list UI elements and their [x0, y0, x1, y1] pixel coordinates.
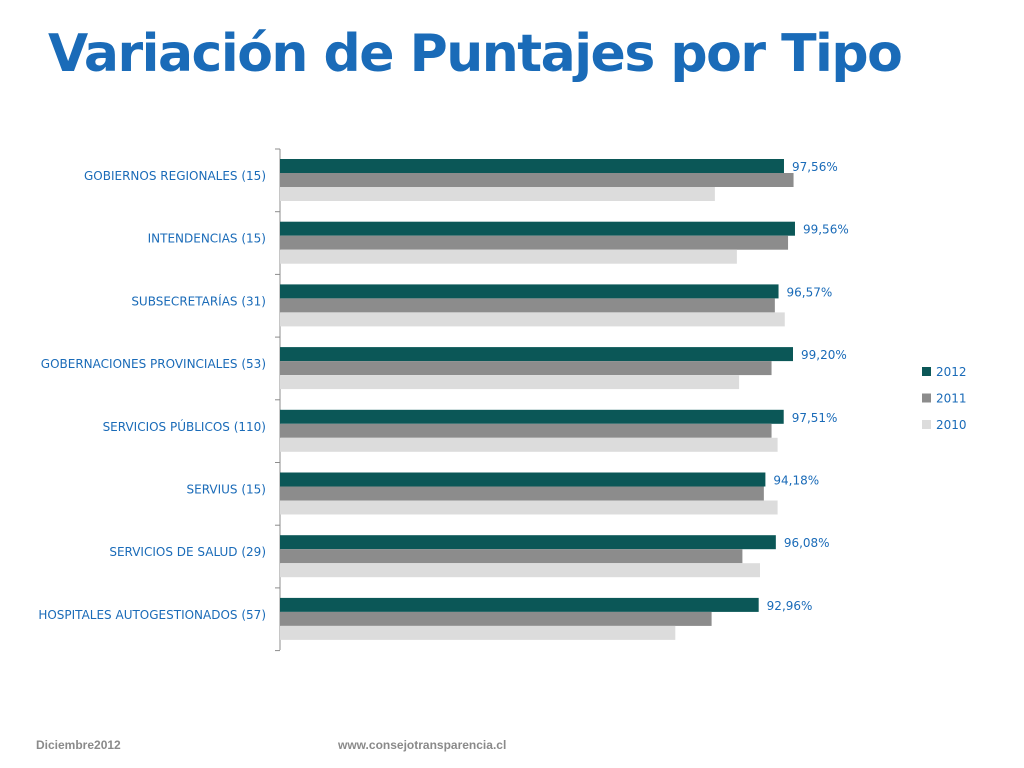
category-label: SERVICIOS DE SALUD (29)	[109, 545, 266, 559]
data-label: 99,20%	[801, 348, 847, 362]
bar-2012	[280, 409, 784, 424]
bar-2010	[280, 375, 740, 390]
category-label: INTENDENCIAS (15)	[148, 232, 266, 246]
legend-label: 2012	[936, 365, 967, 379]
bar-2012	[280, 284, 779, 299]
bar-2010	[280, 625, 676, 640]
category-label: HOSPITALES AUTOGESTIONADOS (57)	[38, 608, 266, 622]
footer-date: Diciembre2012	[36, 738, 121, 752]
data-label: 96,08%	[784, 536, 830, 550]
category-label: SERVICIOS PÚBLICOS (110)	[103, 419, 266, 434]
bar-2012	[280, 472, 766, 487]
bar-2011	[280, 173, 794, 187]
bar-2012	[280, 347, 793, 362]
data-label: 97,51%	[792, 411, 838, 425]
bar-2012	[280, 597, 759, 612]
bar-2010	[280, 437, 778, 452]
bar-2010	[280, 312, 785, 327]
bar-2011	[280, 361, 772, 376]
data-label: 99,56%	[803, 223, 849, 237]
bar-2010	[280, 563, 760, 578]
data-label: 97,56%	[792, 160, 838, 174]
category-label: GOBERNACIONES PROVINCIALES (53)	[41, 357, 266, 371]
legend-label: 2011	[936, 392, 967, 406]
legend-swatch-2010	[922, 420, 931, 429]
bar-2012	[280, 535, 776, 550]
data-label: 92,96%	[767, 599, 813, 613]
category-label: SUBSECRETARÍAS (31)	[131, 293, 266, 308]
bar-2011	[280, 423, 772, 438]
legend-swatch-2011	[922, 393, 931, 403]
bar-2011	[280, 298, 775, 313]
data-label: 94,18%	[773, 474, 819, 488]
slide-title: Variación de Puntajes por Tipo	[48, 24, 903, 84]
bar-2011	[280, 235, 789, 250]
bar-2012	[280, 159, 784, 173]
bar-2010	[280, 500, 778, 515]
data-label: 96,57%	[787, 285, 833, 299]
legend-swatch-2012	[922, 367, 931, 376]
bar-2010	[280, 249, 737, 264]
bar-2011	[280, 611, 712, 626]
legend-label: 2010	[936, 418, 967, 432]
category-label: SERVIUS (15)	[187, 483, 266, 497]
bar-2012	[280, 221, 795, 236]
bar-2010	[280, 187, 715, 201]
bar-2011	[280, 486, 764, 501]
footer-url: www.consejotransparencia.cl	[338, 738, 507, 752]
category-label: GOBIERNOS REGIONALES (15)	[84, 169, 266, 183]
bar-2011	[280, 549, 743, 564]
